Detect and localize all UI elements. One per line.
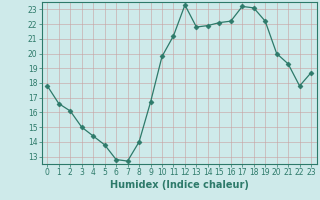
X-axis label: Humidex (Indice chaleur): Humidex (Indice chaleur) [110, 180, 249, 190]
